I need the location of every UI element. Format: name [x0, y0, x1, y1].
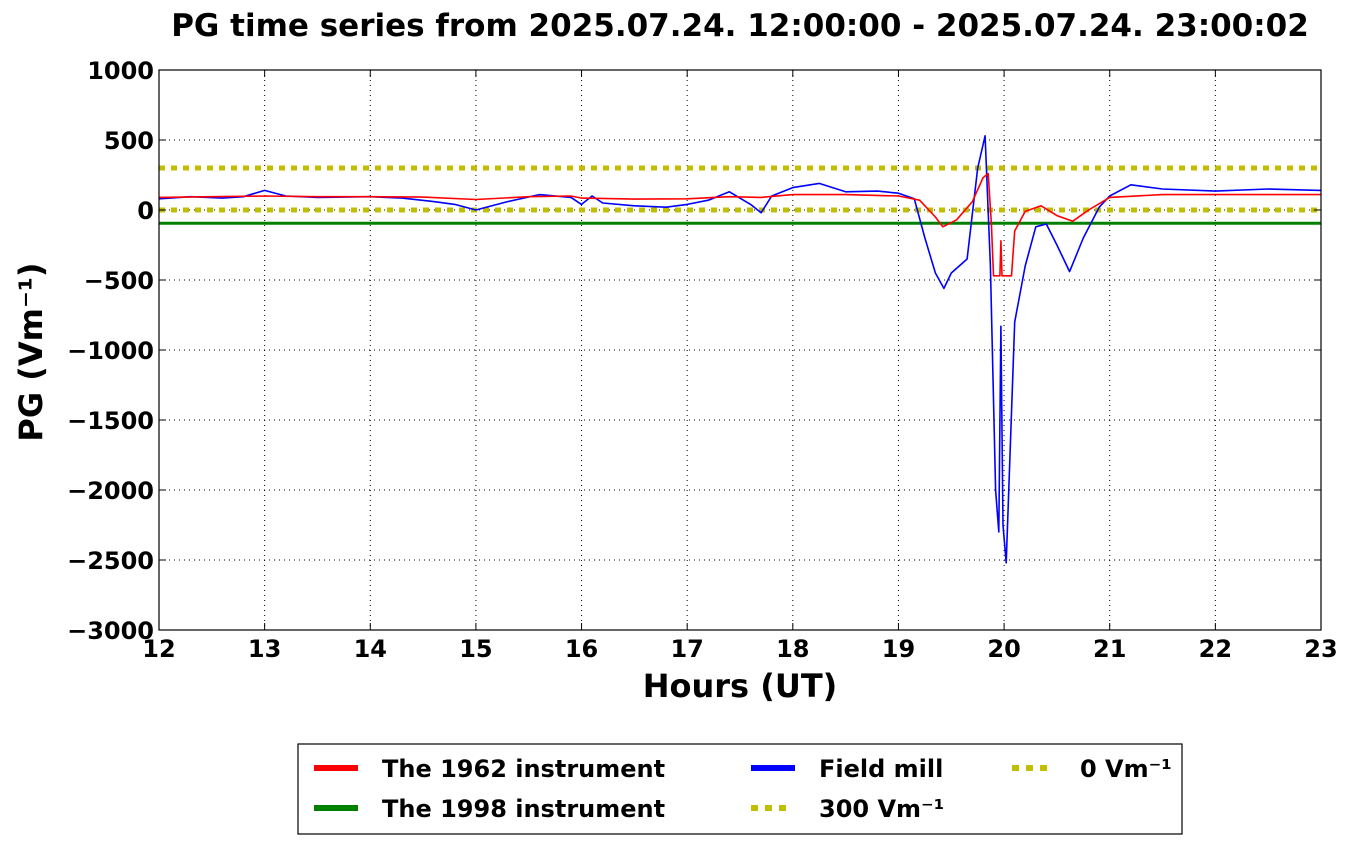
- chart-title: PG time series from 2025.07.24. 12:00:00…: [171, 8, 1309, 44]
- x-tick-label: 12: [142, 635, 175, 663]
- x-tick-label: 15: [459, 635, 492, 663]
- x-tick-label: 16: [565, 635, 598, 663]
- grid: [159, 70, 1321, 630]
- x-tick-label: 13: [248, 635, 281, 663]
- y-tick-label: 1000: [87, 57, 154, 85]
- y-tick-label: −2500: [67, 547, 154, 575]
- x-tick-label: 22: [1199, 635, 1232, 663]
- x-tick-label: 14: [354, 635, 387, 663]
- instrument-1962-series: [158, 172, 1321, 277]
- legend-label: 0 Vm⁻¹: [1080, 755, 1172, 783]
- legend-label: The 1998 instrument: [382, 795, 665, 823]
- y-tick-label: 0: [137, 197, 154, 225]
- legend-label: 300 Vm⁻¹: [819, 795, 944, 823]
- y-tick-label: −1500: [67, 407, 154, 435]
- ticks-layer: 12 13 14 15 16 17 18 19 20 21 22 23 1000 500 0 −500 −100…: [67, 57, 1338, 663]
- x-tick-label: 21: [1093, 635, 1126, 663]
- y-tick-label: −500: [84, 267, 154, 295]
- y-tick-label: −3000: [67, 617, 154, 645]
- x-tick-label: 17: [670, 635, 703, 663]
- legend-frame: [297, 743, 1183, 835]
- x-tick-label: 20: [987, 635, 1020, 663]
- y-axis-label: PG (Vm⁻¹): [12, 262, 50, 441]
- x-tick-label: 23: [1304, 635, 1337, 663]
- y-tick-label: 500: [104, 127, 154, 155]
- legend-label: Field mill: [819, 755, 943, 783]
- series-layer: [158, 135, 1322, 564]
- x-axis-label: Hours (UT): [643, 667, 838, 705]
- legend-label: The 1962 instrument: [382, 755, 665, 783]
- legend: The 1962 instrument The 1998 instrument Fi…: [297, 743, 1183, 835]
- y-tick-label: −1000: [67, 337, 154, 365]
- x-tick-label: 18: [776, 635, 809, 663]
- x-tick-label: 19: [882, 635, 915, 663]
- field-mill-series: [158, 135, 1322, 564]
- y-tick-label: −2000: [67, 477, 154, 505]
